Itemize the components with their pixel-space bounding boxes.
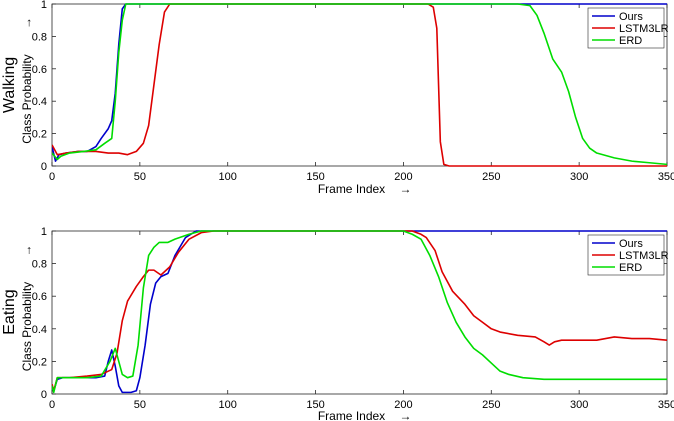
y-tick-label: 0.8 [32, 259, 47, 271]
y-axis-label: Class Probability [20, 54, 34, 143]
x-tick-label: 200 [394, 399, 412, 411]
panel-side-label: Eating [1, 289, 18, 334]
y-axis-arrow: → [20, 245, 34, 257]
x-tick-label: 300 [570, 171, 588, 183]
series-line-lstm3lr [52, 3, 667, 167]
y-tick-label: 0.2 [32, 129, 47, 141]
x-tick-label: 100 [219, 171, 237, 183]
x-axis-label: Frame Index [318, 182, 385, 196]
x-tick-label: 150 [306, 171, 324, 183]
x-axis-arrow: → [400, 182, 412, 196]
legend-label-lstm3lr: LSTM3LR [619, 250, 669, 262]
x-tick-label: 250 [482, 399, 500, 411]
y-tick-label: 0.6 [32, 291, 47, 303]
legend-label-erd: ERD [619, 35, 642, 47]
x-tick-label: 50 [134, 171, 146, 183]
series-line-erd [52, 3, 667, 166]
y-tick-label: 0.4 [32, 324, 47, 336]
y-tick-label: 0.6 [32, 64, 47, 76]
x-tick-label: 250 [482, 171, 500, 183]
x-tick-label: 100 [219, 399, 237, 411]
series-line-lstm3lr [52, 230, 667, 392]
x-tick-label: 300 [570, 399, 588, 411]
y-axis-label: Class Probability [20, 282, 34, 371]
legend-label-ours: Ours [619, 11, 643, 23]
panel-side-label: Walking [1, 57, 18, 113]
legend-label-erd: ERD [619, 262, 642, 274]
y-tick-label: 0.8 [32, 31, 47, 43]
chart-panel-eating: 0 50 100 150 200 250 300 350 0 0.2 0.4 0.6 0.8 1 Frame… [1, 226, 674, 421]
y-tick-label: 0 [41, 389, 47, 401]
x-axis-arrow: → [400, 409, 412, 421]
y-tick-label: 1 [41, 226, 47, 238]
x-tick-label: 200 [394, 171, 412, 183]
x-tick-label: 50 [134, 399, 146, 411]
x-tick-label: 350 [658, 171, 674, 183]
x-axis-label: Frame Index [318, 409, 385, 421]
y-axis-arrow: → [20, 17, 34, 29]
y-tick-label: 1 [41, 0, 47, 11]
y-tick-label: 0.2 [32, 356, 47, 368]
legend-label-lstm3lr: LSTM3LR [619, 23, 669, 35]
series-line-ours [52, 230, 667, 394]
x-tick-label: 150 [306, 399, 324, 411]
y-tick-label: 0.4 [32, 96, 47, 108]
x-tick-label: 0 [49, 171, 55, 183]
chart-panel-walking: 0 50 100 150 200 250 300 350 0 0.2 0.4 0.6 0.8 1 Frame… [1, 0, 674, 196]
x-tick-label: 0 [49, 399, 55, 411]
y-tick-label: 0 [41, 161, 47, 173]
plot-frame [51, 230, 668, 395]
x-tick-label: 350 [658, 399, 674, 411]
series-line-erd [52, 230, 667, 394]
legend-label-ours: Ours [619, 238, 643, 250]
